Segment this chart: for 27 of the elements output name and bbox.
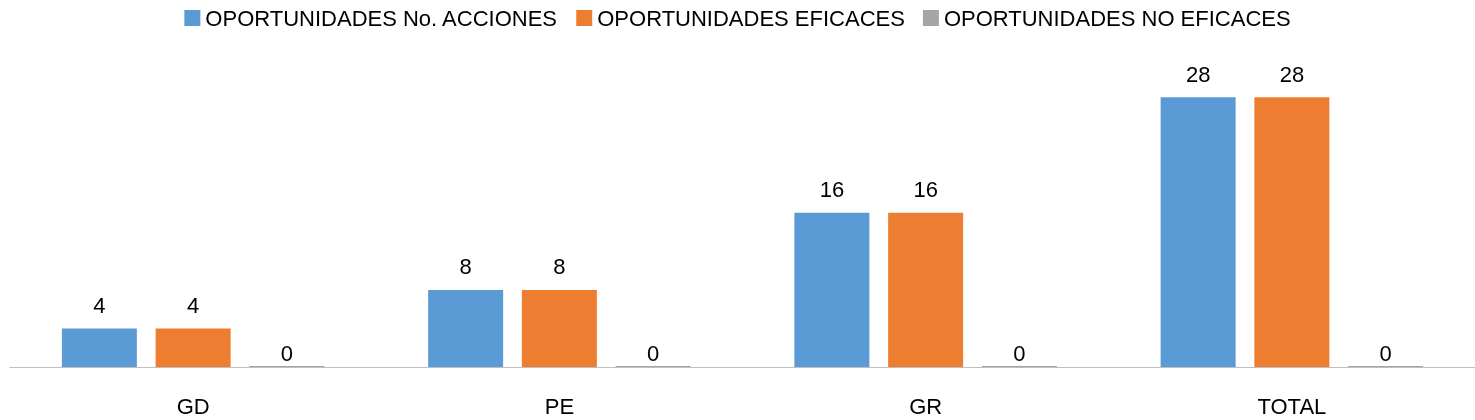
bar bbox=[888, 212, 964, 367]
bar bbox=[521, 289, 597, 367]
data-label: 0 bbox=[647, 340, 660, 366]
data-label: 28 bbox=[1185, 61, 1211, 87]
bar bbox=[794, 212, 870, 367]
bar bbox=[428, 289, 504, 367]
data-label: 4 bbox=[187, 292, 200, 318]
data-label: 0 bbox=[1379, 340, 1392, 366]
data-label: 0 bbox=[280, 340, 293, 366]
x-tick-label: GD bbox=[176, 393, 210, 419]
bar bbox=[1254, 97, 1330, 367]
x-tick-label: GR bbox=[909, 393, 943, 419]
data-label: 8 bbox=[459, 254, 472, 280]
data-label: 16 bbox=[819, 177, 845, 203]
data-label: 8 bbox=[553, 254, 566, 280]
legend-label: OPORTUNIDADES No. ACCIONES bbox=[205, 5, 558, 31]
legend-label: OPORTUNIDADES EFICACES bbox=[597, 5, 905, 31]
bar bbox=[1160, 97, 1236, 367]
bar bbox=[155, 328, 231, 367]
bar bbox=[61, 328, 137, 367]
x-tick-label: TOTAL bbox=[1257, 393, 1327, 419]
x-tick-label: PE bbox=[544, 393, 575, 419]
data-label: 28 bbox=[1279, 61, 1305, 87]
data-label: 4 bbox=[93, 292, 106, 318]
data-label: 16 bbox=[913, 177, 938, 203]
legend-label: OPORTUNIDADES NO EFICACES bbox=[943, 5, 1291, 31]
data-label: 0 bbox=[1013, 340, 1026, 366]
